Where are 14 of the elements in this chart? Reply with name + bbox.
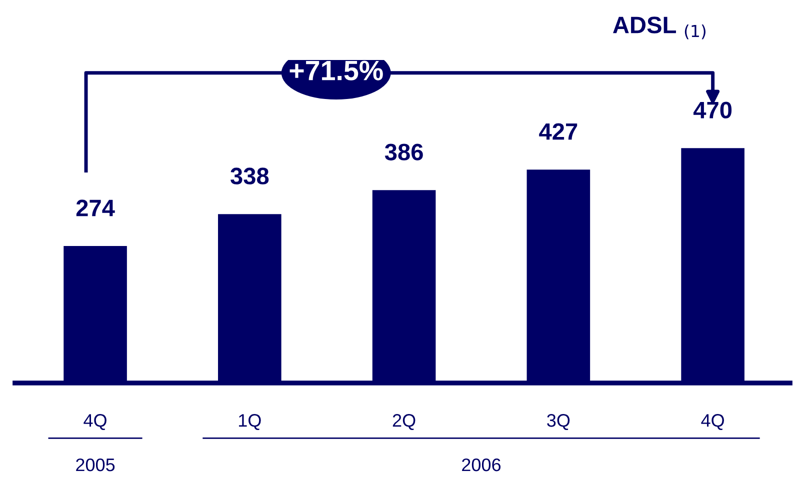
data-label: 427 <box>539 123 578 140</box>
text: 2005 <box>76 458 115 472</box>
x-tick-label: 2Q <box>392 414 416 430</box>
chart-title: ADSL $_{(1)}$ <box>613 16 706 40</box>
data-label: 386 <box>384 144 423 160</box>
x-tick-label: 1Q <box>238 414 261 430</box>
data-label: 274 <box>76 200 115 216</box>
text: +71.5% <box>290 60 383 80</box>
text: 2006 <box>462 458 501 472</box>
x-tick-label: 4Q <box>84 414 106 430</box>
x-tick-label: 4Q <box>701 414 724 430</box>
data-label: 470 <box>693 102 732 118</box>
data-label: 338 <box>230 168 269 184</box>
x-tick-label: 3Q <box>547 414 570 430</box>
